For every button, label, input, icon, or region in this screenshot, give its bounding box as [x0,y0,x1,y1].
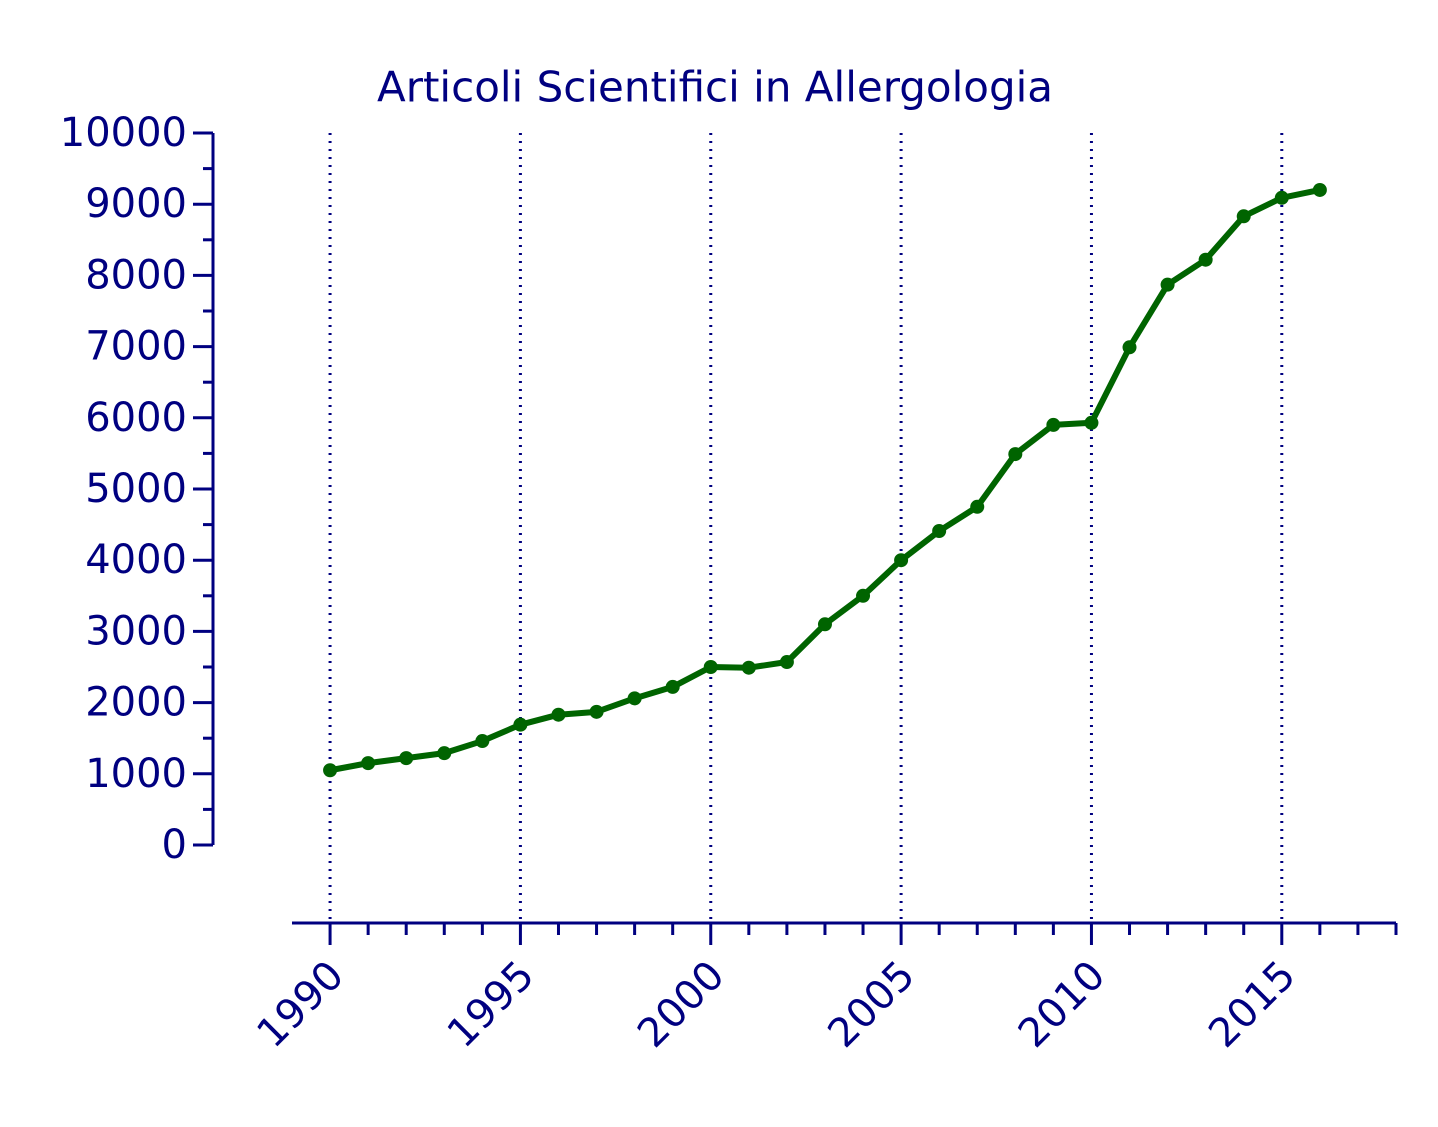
y-tick-label: 7000 [85,324,187,370]
data-point [665,679,680,694]
x-tick-label: 2005 [819,952,924,1057]
data-point [399,751,414,766]
data-point [627,691,642,706]
y-tick-label: 3000 [85,608,187,654]
data-point [1198,252,1213,267]
data-point [894,553,909,568]
data-line [329,187,1321,774]
data-point [817,617,832,632]
data-point [551,707,566,722]
data-point [1084,415,1099,430]
data-point [779,655,794,670]
x-tick-label: 1995 [439,952,544,1057]
y-tick-label: 0 [162,822,187,868]
data-point [323,763,338,778]
y-tick-label: 2000 [85,680,187,726]
data-point [1046,417,1061,432]
y-tick-label: 10000 [60,110,187,156]
y-tick-label: 6000 [85,395,187,441]
data-point [589,704,604,719]
data-point [1008,447,1023,462]
y-tick-label: 9000 [85,181,187,227]
y-tick-label: 8000 [85,252,187,298]
y-tick-label: 1000 [85,751,187,797]
data-point [1160,277,1175,292]
data-point [437,746,452,761]
data-point [741,660,756,675]
data-point [1122,340,1137,355]
x-tick-label: 2015 [1200,952,1305,1057]
data-point [1312,182,1327,197]
data-point [361,756,376,771]
data-point [475,734,490,749]
x-tick-label: 2000 [629,952,734,1057]
y-tick-label: 5000 [85,466,187,512]
data-point [932,524,947,539]
chart-title: Articoli Scientifici in Allergologia [377,63,1053,112]
data-point [513,717,528,732]
data-point [856,588,871,603]
data-point [1274,190,1289,205]
data-point [1236,209,1251,224]
data-point [970,499,985,514]
y-tick-label: 4000 [85,537,187,583]
data-point [703,660,718,674]
x-tick-label: 2010 [1010,952,1115,1057]
x-tick-label: 1990 [248,952,353,1057]
